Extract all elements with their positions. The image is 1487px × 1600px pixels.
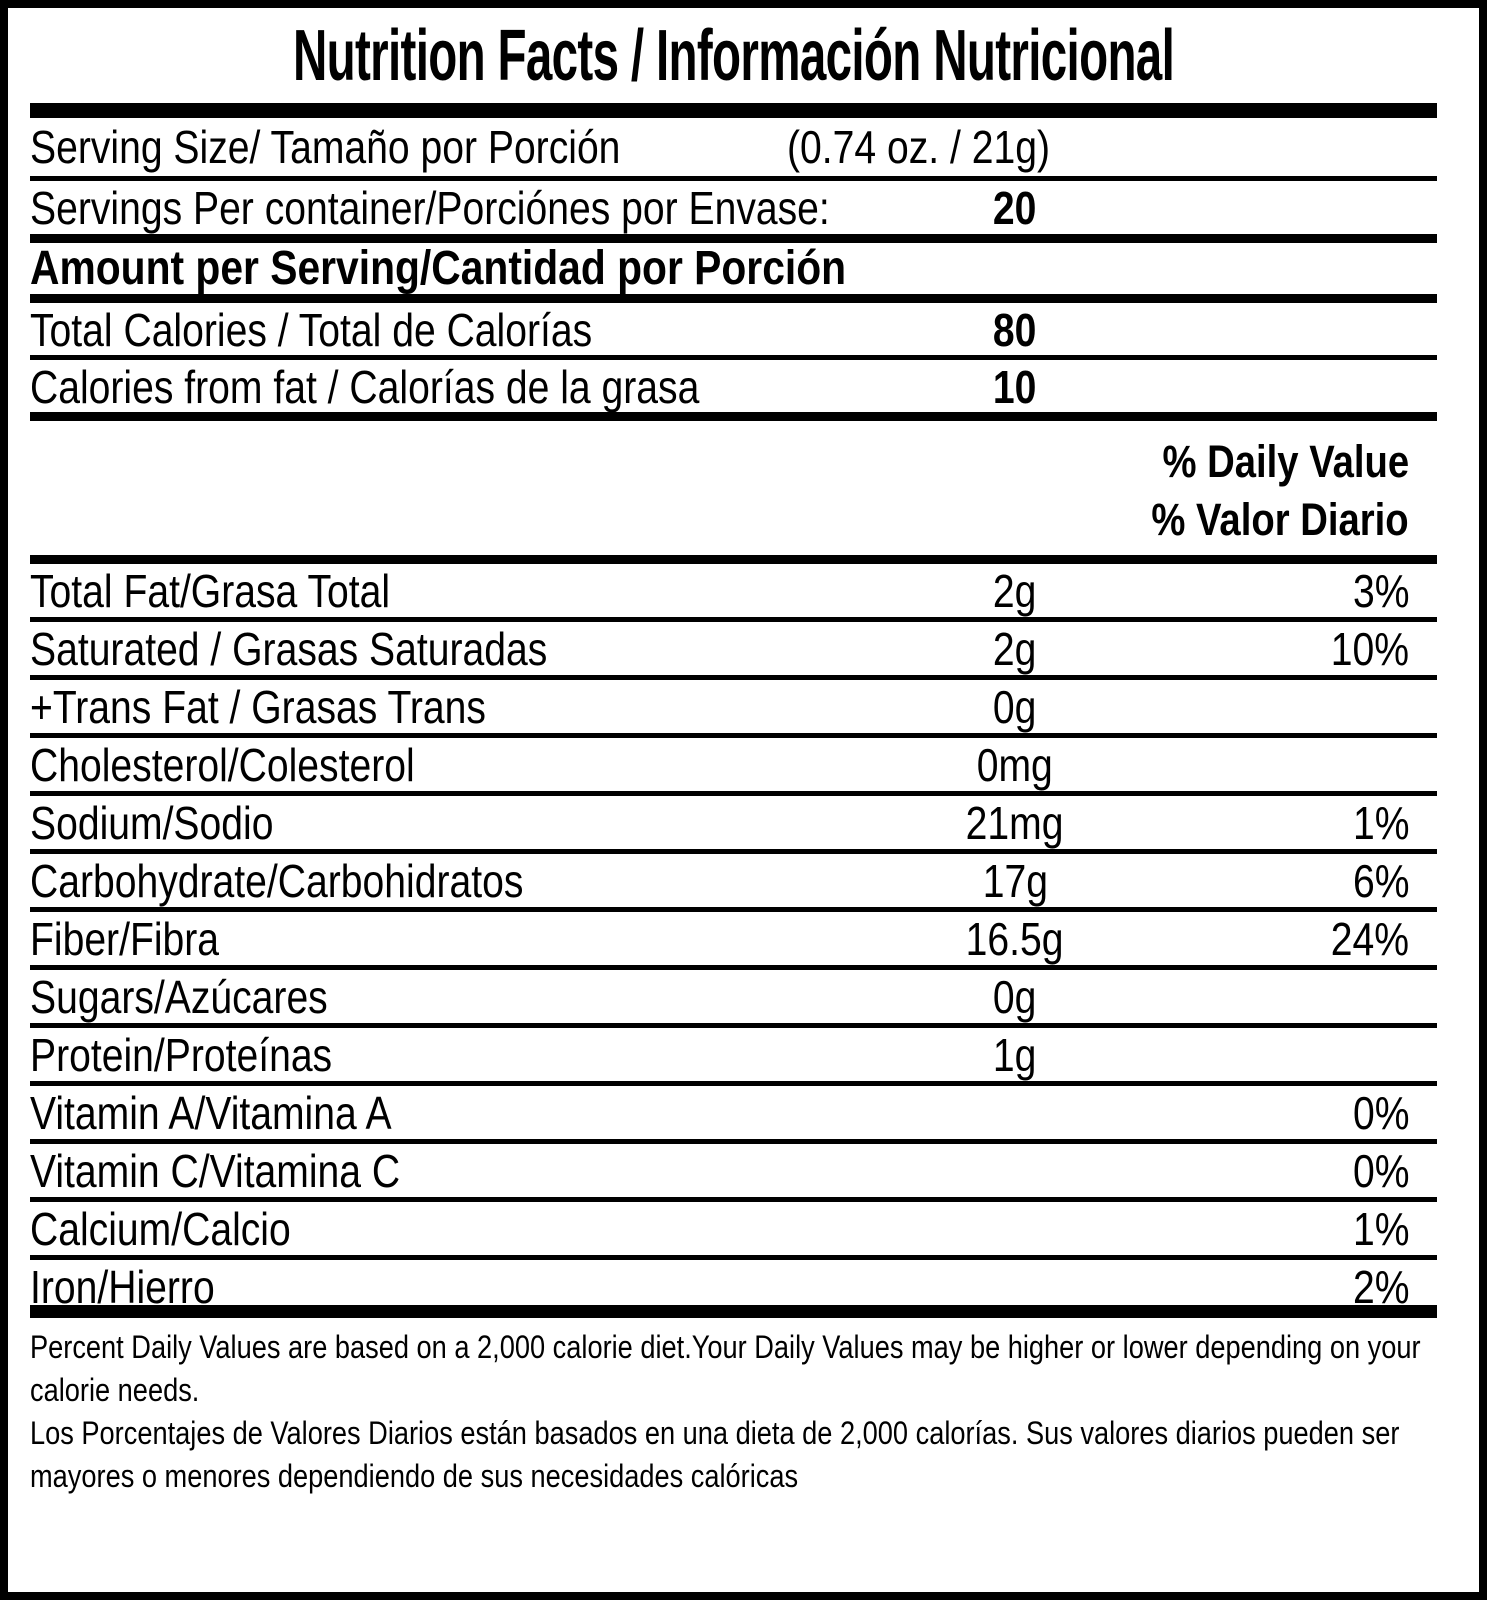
servings-per-container-label: Servings Per container/Porciónes por Env… [30, 182, 830, 234]
amount-per-serving-heading: Amount per Serving/Cantidad por Porción [30, 242, 847, 295]
nutrient-daily-value: 1% [1352, 797, 1409, 849]
nutrient-daily-value: 10% [1330, 623, 1409, 675]
nutrient-row-protein: Protein/Proteínas 1g [30, 1028, 1437, 1086]
nutrient-daily-value: 2% [1352, 1261, 1409, 1313]
nutrient-label: Saturated / Grasas Saturadas [30, 623, 548, 675]
nutrient-row-iron: Iron/Hierro 2% [30, 1260, 1437, 1318]
nutrient-label: Iron/Hierro [30, 1261, 215, 1313]
nutrient-row-sugars: Sugars/Azúcares 0g [30, 970, 1437, 1028]
nutrient-amount: 2g [993, 565, 1037, 617]
nutrient-amount: 0g [993, 971, 1037, 1023]
nutrient-daily-value: 6% [1352, 855, 1409, 907]
nutrient-daily-value: 3% [1352, 565, 1409, 617]
servings-per-container-row: Servings Per container/Porciónes por Env… [30, 181, 1437, 243]
nutrient-daily-value: 0% [1352, 1087, 1409, 1139]
nutrient-row-sodium: Sodium/Sodio 21mg 1% [30, 796, 1437, 854]
nutrient-row-calcium: Calcium/Calcio 1% [30, 1202, 1437, 1260]
nutrient-amount: 21mg [966, 797, 1064, 849]
nutrient-label: Calcium/Calcio [30, 1203, 291, 1255]
nutrient-amount: 16.5g [966, 913, 1064, 965]
daily-value-heading-en: % Daily Value [1162, 436, 1409, 487]
nutrient-row-saturated-fat: Saturated / Grasas Saturadas 2g 10% [30, 622, 1437, 680]
nutrient-daily-value: 1% [1352, 1203, 1409, 1255]
nutrient-label: Carbohydrate/Carbohidratos [30, 855, 524, 907]
nutrient-amount: 0mg [976, 739, 1054, 791]
nutrient-label: Sugars/Azúcares [30, 971, 328, 1023]
calories-from-fat-row: Calories from fat / Calorías de la grasa… [30, 360, 1437, 421]
nutrient-label: Cholesterol/Colesterol [30, 739, 415, 791]
nutrient-row-trans-fat: +Trans Fat / Grasas Trans 0g [30, 680, 1437, 738]
nutrient-label: Fiber/Fibra [30, 913, 220, 965]
nutrient-row-fiber: Fiber/Fibra 16.5g 24% [30, 912, 1437, 970]
label-title: Nutrition Facts / Información Nutriciona… [292, 15, 1175, 96]
nutrient-label: Vitamin C/Vitamina C [30, 1145, 401, 1197]
nutrient-daily-value: 0% [1352, 1145, 1409, 1197]
nutrient-label: Total Fat/Grasa Total [30, 565, 391, 617]
daily-value-heading-block: % Daily Value % Valor Diario [30, 421, 1437, 564]
amount-per-serving-heading-row: Amount per Serving/Cantidad por Porción [30, 242, 1437, 303]
nutrient-row-cholesterol: Cholesterol/Colesterol 0mg [30, 738, 1437, 796]
label-header: Nutrition Facts / Información Nutriciona… [30, 8, 1437, 103]
nutrient-label: Sodium/Sodio [30, 797, 274, 849]
nutrient-label: Vitamin A/Vitamina A [30, 1087, 392, 1139]
nutrient-row-vitamin-c: Vitamin C/Vitamina C 0% [30, 1144, 1437, 1202]
nutrient-label: +Trans Fat / Grasas Trans [30, 681, 486, 733]
nutrient-amount: 17g [982, 855, 1048, 907]
nutrient-amount: 0g [993, 681, 1037, 733]
nutrient-label: Protein/Proteínas [30, 1029, 333, 1081]
footnotes: Percent Daily Values are based on a 2,00… [30, 1318, 1455, 1498]
calories-from-fat-value: 10 [993, 361, 1037, 413]
nutrient-row-carbohydrate: Carbohydrate/Carbohidratos 17g 6% [30, 854, 1437, 912]
footnote-spanish: Los Porcentajes de Valores Diarios están… [30, 1415, 1400, 1494]
total-calories-label: Total Calories / Total de Calorías [30, 304, 593, 356]
serving-size-value: (0.74 oz. / 21g) [786, 121, 1050, 173]
servings-per-container-value: 20 [993, 182, 1037, 234]
total-calories-value: 80 [993, 304, 1037, 356]
daily-value-heading-es: % Valor Diario [1151, 494, 1409, 545]
nutrient-daily-value: 24% [1330, 913, 1409, 965]
nutrient-amount: 2g [993, 623, 1037, 675]
nutrient-row-total-fat: Total Fat/Grasa Total 2g 3% [30, 564, 1437, 622]
serving-size-label: Serving Size/ Tamaño por Porción [30, 121, 621, 173]
serving-size-row: Serving Size/ Tamaño por Porción (0.74 o… [30, 118, 1437, 181]
nutrient-row-vitamin-a: Vitamin A/Vitamina A 0% [30, 1086, 1437, 1144]
total-calories-row: Total Calories / Total de Calorías 80 [30, 303, 1437, 360]
nutrient-amount: 1g [993, 1029, 1037, 1081]
calories-from-fat-label: Calories from fat / Calorías de la grasa [30, 361, 700, 413]
footnote-english: Percent Daily Values are based on a 2,00… [30, 1329, 1421, 1408]
title-divider-bar [30, 103, 1437, 118]
